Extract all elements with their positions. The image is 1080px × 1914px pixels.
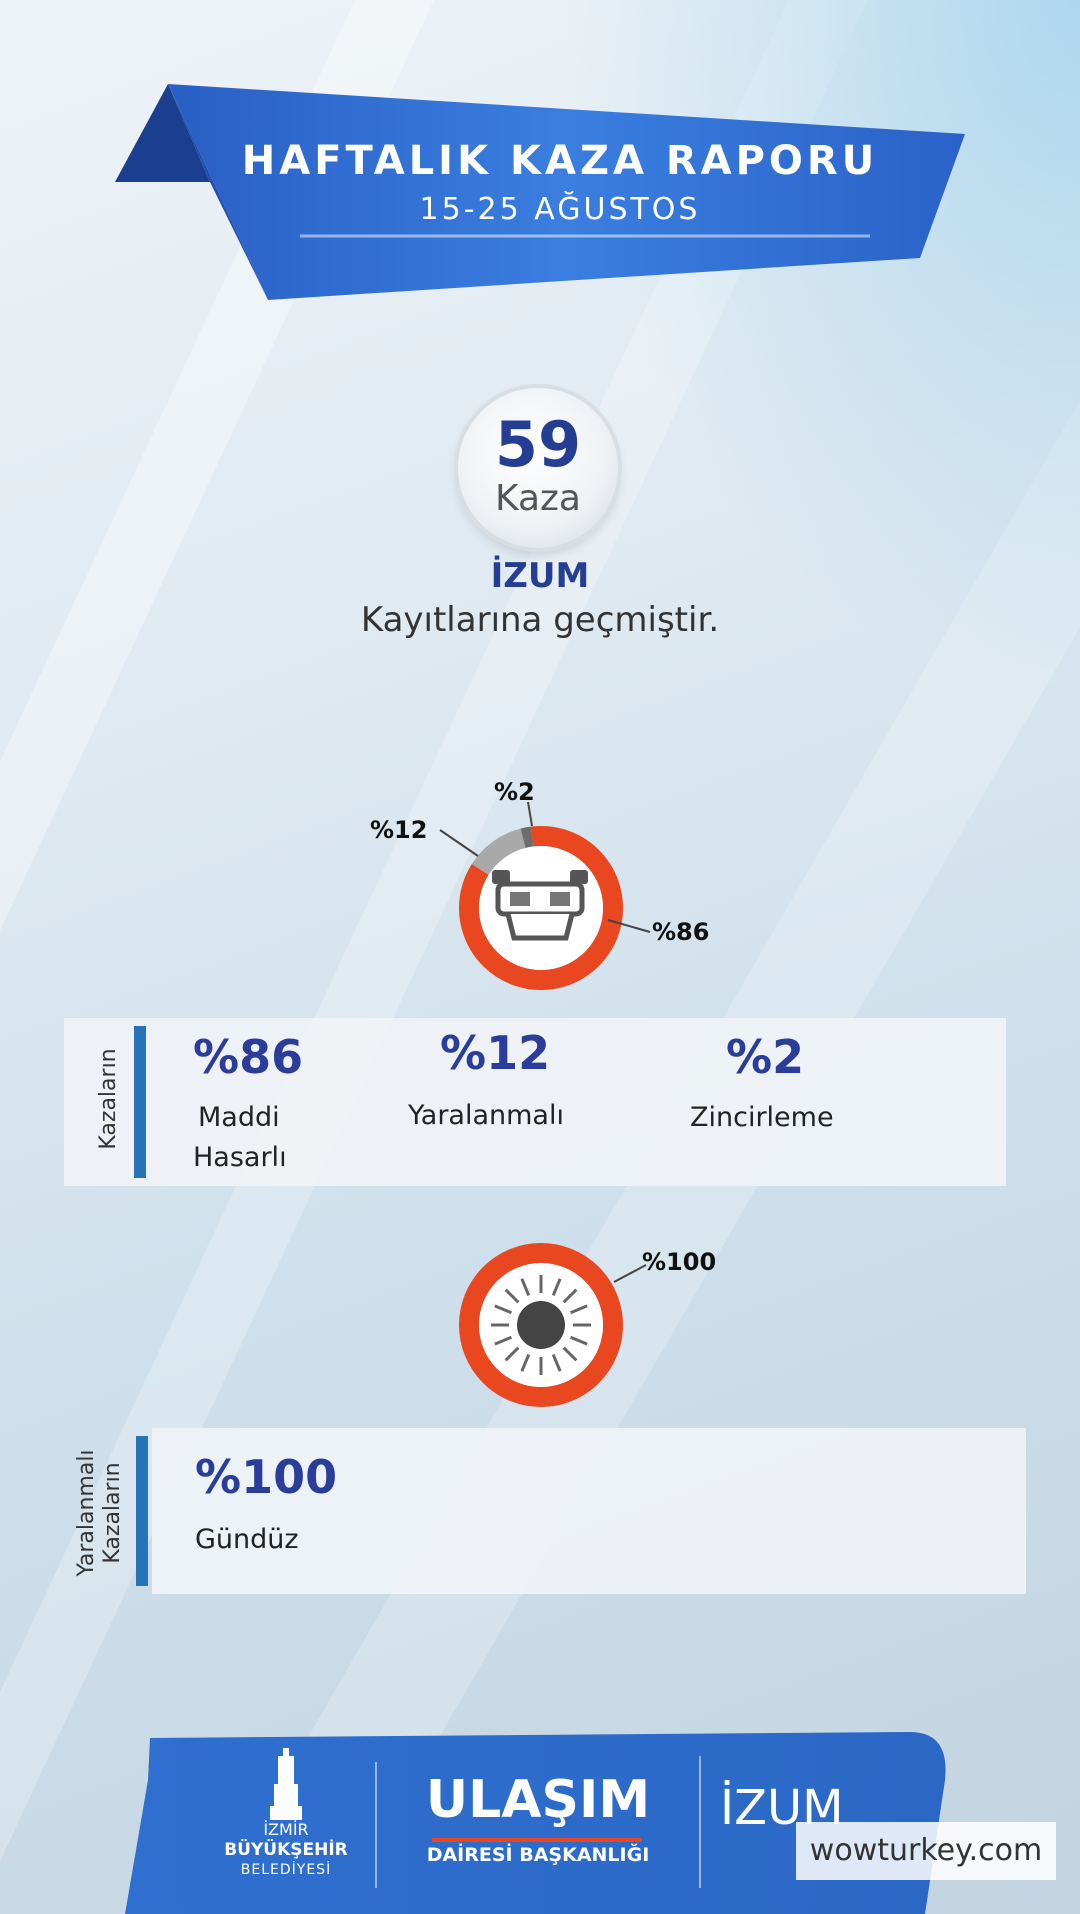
accident-types-panel: [64, 1018, 1006, 1186]
stat-value-chain: %2: [726, 1030, 805, 1084]
sun-ray: [520, 1278, 531, 1297]
chart2-label-100: %100: [642, 1248, 716, 1276]
accident-count-label: Kaza: [495, 478, 581, 519]
injury-time-panel: [152, 1428, 1026, 1594]
stat-value-daytime: %100: [195, 1450, 338, 1504]
injury-time-side-label-1: Yaralanmalı: [74, 1449, 99, 1577]
sun-ray: [569, 1335, 588, 1346]
sun-ray: [562, 1346, 578, 1362]
stat-label-chain: Zincirleme: [690, 1102, 834, 1133]
injury-time-accent-bar: [136, 1436, 148, 1586]
chart1-label-2: %2: [494, 778, 535, 806]
chart1-label-12: %12: [370, 816, 427, 844]
accident-count: 59: [494, 408, 582, 481]
chart1-slice-1: [471, 828, 526, 876]
stat-label-injury: Yaralanmalı: [408, 1100, 564, 1131]
report-date-range: 15-25 AĞUSTOS: [419, 192, 701, 227]
source-title: İZUM: [490, 556, 590, 596]
accident-count-badge: [458, 388, 618, 548]
org2-title: ULAŞIM: [425, 1770, 651, 1830]
sun-ray: [551, 1278, 562, 1297]
accident-types-accent-bar: [134, 1026, 146, 1178]
org1-name-line1: İZMİR: [263, 1820, 309, 1839]
report-title: HAFTALIK KAZA RAPORU: [241, 138, 879, 184]
sun-icon: [491, 1275, 591, 1375]
sun-ray: [562, 1288, 578, 1304]
watermark: wowturkey.com: [796, 1822, 1056, 1880]
org1-name-line2: BÜYÜKŞEHİR: [224, 1840, 348, 1860]
sun-ray: [504, 1346, 520, 1362]
stat-label-material-damage-1: Maddi: [198, 1102, 280, 1133]
source-text: Kayıtlarına geçmiştir.: [360, 600, 720, 640]
chart1-slice-2: [520, 826, 534, 848]
footer-banner: [125, 1732, 946, 1914]
chart2-slice-0: [459, 1243, 623, 1407]
clock-tower-icon: [270, 1748, 302, 1820]
org1-name-line3: BELEDİYESİ: [240, 1862, 332, 1878]
sun-ray: [494, 1335, 513, 1346]
sun-ray: [494, 1304, 513, 1315]
accident-types-side-label: Kazaların: [96, 1048, 121, 1150]
stat-value-injury: %12: [440, 1026, 551, 1080]
injury-time-side-label-2: Kazaların: [100, 1462, 125, 1564]
overturned-car-icon: [492, 870, 588, 941]
stat-label-material-damage-2: Hasarlı: [193, 1142, 287, 1173]
header-banner: [115, 84, 965, 300]
stat-value-material-damage: %86: [193, 1030, 304, 1084]
stat-label-daytime: Gündüz: [195, 1524, 299, 1555]
sun-ray: [520, 1353, 531, 1372]
chart1-label-86: %86: [652, 918, 709, 946]
chart1-center: [479, 846, 603, 970]
sun-ray: [569, 1304, 588, 1315]
chart2-center: [479, 1263, 603, 1387]
chart1-slice-0: [459, 826, 623, 990]
sun-ray: [504, 1288, 520, 1304]
sun-ray: [551, 1353, 562, 1372]
org2-subtitle: DAİRESİ BAŞKANLIĞI: [426, 1844, 650, 1866]
